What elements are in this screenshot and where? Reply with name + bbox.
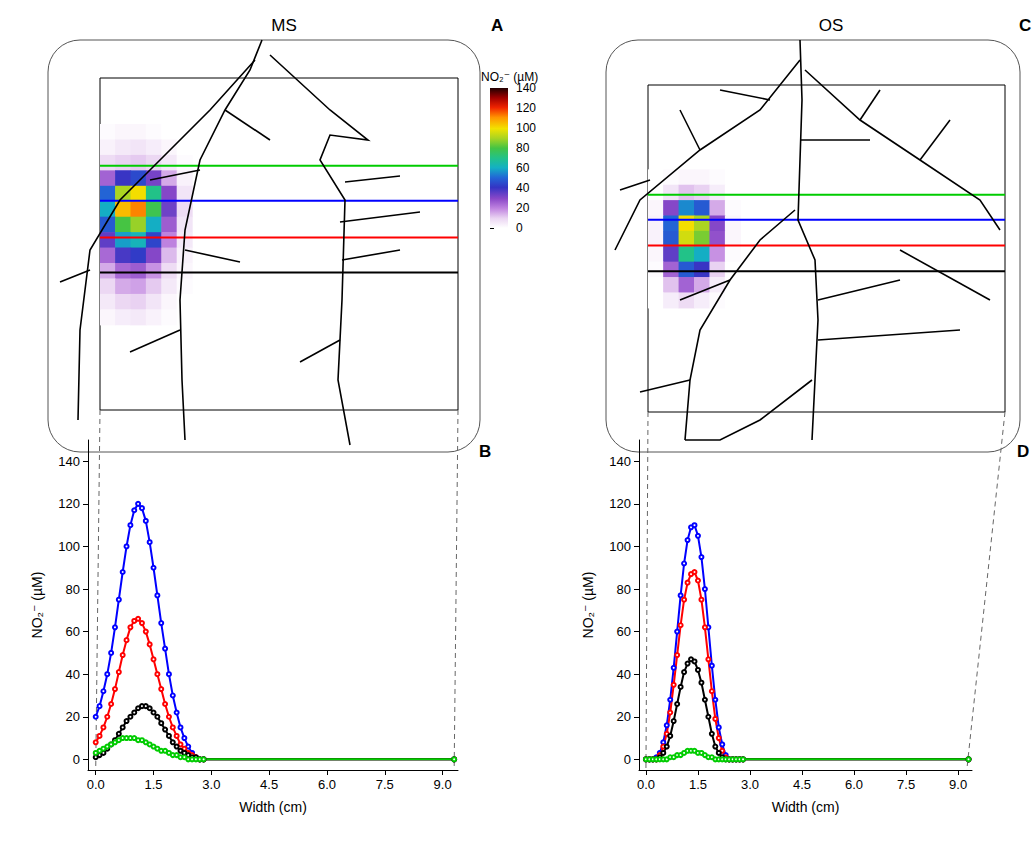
svg-text:80: 80 bbox=[617, 582, 631, 597]
svg-text:0: 0 bbox=[516, 221, 523, 235]
svg-text:0.0: 0.0 bbox=[637, 777, 655, 792]
svg-text:80: 80 bbox=[516, 141, 530, 155]
svg-text:60: 60 bbox=[66, 624, 80, 639]
svg-text:1.5: 1.5 bbox=[689, 777, 707, 792]
svg-text:20: 20 bbox=[66, 709, 80, 724]
svg-text:C: C bbox=[1019, 16, 1031, 35]
svg-text:140: 140 bbox=[609, 454, 631, 469]
svg-text:1.5: 1.5 bbox=[144, 777, 162, 792]
svg-text:120: 120 bbox=[58, 496, 80, 511]
svg-text:40: 40 bbox=[66, 667, 80, 682]
svg-text:7.5: 7.5 bbox=[376, 777, 394, 792]
svg-text:D: D bbox=[1017, 442, 1029, 461]
svg-text:Width (cm): Width (cm) bbox=[239, 799, 307, 815]
svg-text:0: 0 bbox=[73, 752, 80, 767]
svg-text:120: 120 bbox=[516, 101, 536, 115]
svg-text:3.0: 3.0 bbox=[741, 777, 759, 792]
svg-text:7.5: 7.5 bbox=[897, 777, 915, 792]
svg-text:MS: MS bbox=[271, 16, 297, 35]
svg-text:3.0: 3.0 bbox=[202, 777, 220, 792]
svg-text:80: 80 bbox=[66, 582, 80, 597]
svg-text:6.0: 6.0 bbox=[318, 777, 336, 792]
svg-text:60: 60 bbox=[516, 161, 530, 175]
svg-text:0: 0 bbox=[624, 752, 631, 767]
svg-text:120: 120 bbox=[609, 496, 631, 511]
svg-text:NO₂⁻ (µM): NO₂⁻ (µM) bbox=[29, 572, 45, 639]
svg-text:NO₂⁻ (µM): NO₂⁻ (µM) bbox=[580, 572, 596, 639]
svg-text:20: 20 bbox=[516, 201, 530, 215]
svg-text:100: 100 bbox=[58, 539, 80, 554]
svg-text:20: 20 bbox=[617, 709, 631, 724]
svg-text:OS: OS bbox=[819, 16, 844, 35]
svg-text:140: 140 bbox=[516, 81, 536, 95]
svg-text:140: 140 bbox=[58, 454, 80, 469]
svg-text:A: A bbox=[491, 16, 503, 35]
svg-text:60: 60 bbox=[617, 624, 631, 639]
svg-text:40: 40 bbox=[516, 181, 530, 195]
svg-text:100: 100 bbox=[609, 539, 631, 554]
svg-text:Width (cm): Width (cm) bbox=[772, 799, 840, 815]
svg-text:9.0: 9.0 bbox=[949, 777, 967, 792]
svg-text:0.0: 0.0 bbox=[87, 777, 105, 792]
svg-text:40: 40 bbox=[617, 667, 631, 682]
svg-text:9.0: 9.0 bbox=[434, 777, 452, 792]
svg-text:4.5: 4.5 bbox=[260, 777, 278, 792]
svg-text:B: B bbox=[479, 442, 491, 461]
svg-text:100: 100 bbox=[516, 121, 536, 135]
svg-text:4.5: 4.5 bbox=[793, 777, 811, 792]
svg-text:NO₂⁻ (µM): NO₂⁻ (µM) bbox=[481, 70, 538, 84]
svg-text:6.0: 6.0 bbox=[845, 777, 863, 792]
